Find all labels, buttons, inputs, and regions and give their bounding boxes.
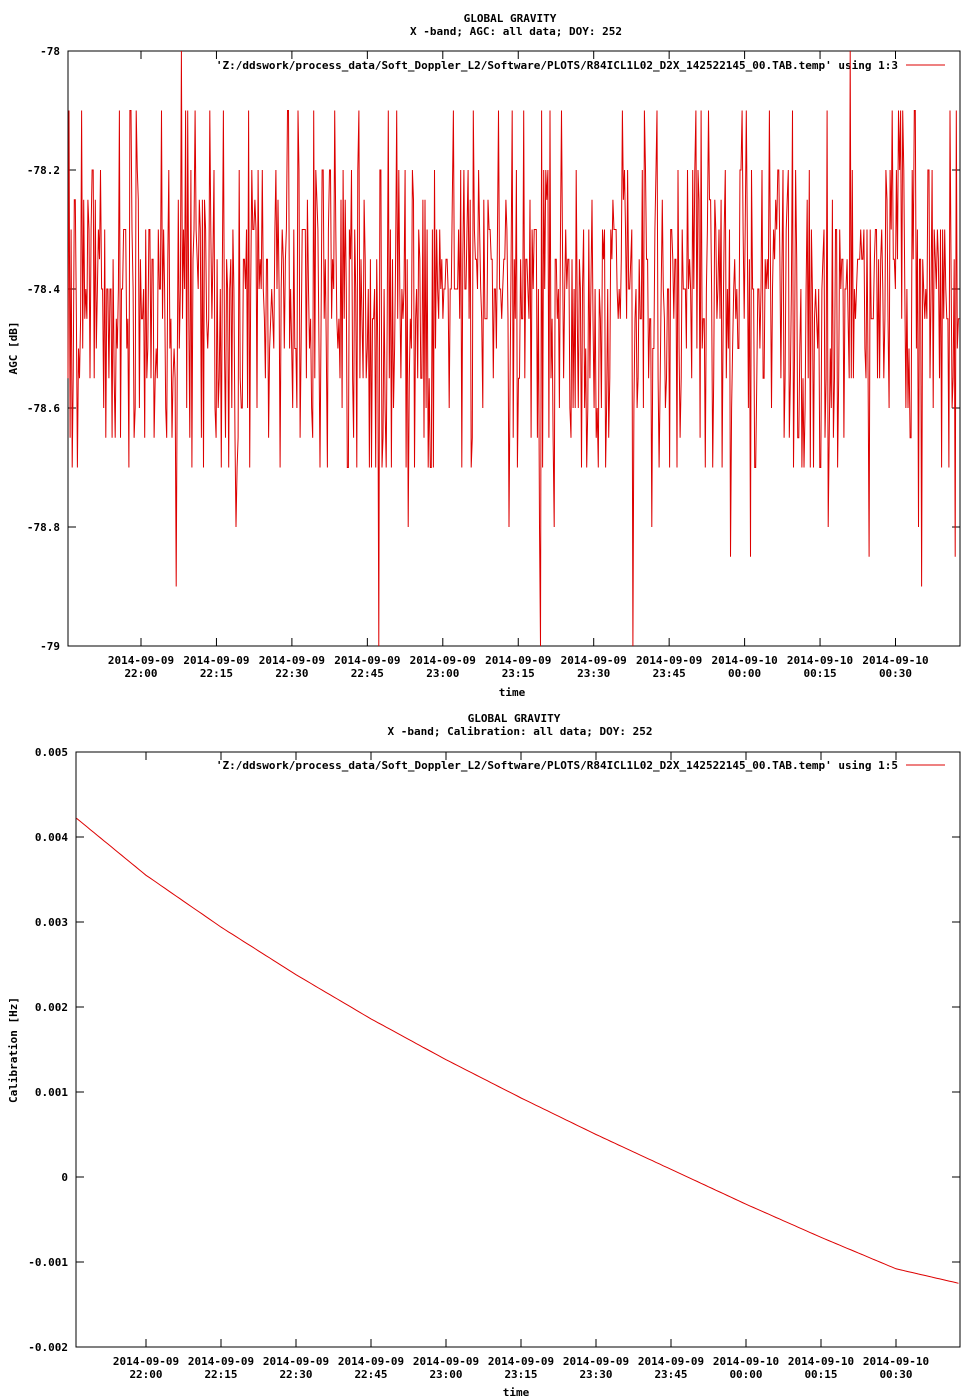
agc-chart-title: GLOBAL GRAVITY [464, 12, 557, 25]
agc-x-tick-time: 23:15 [502, 667, 535, 680]
agc-x-tick-time: 23:00 [426, 667, 459, 680]
agc-y-tick-label: -79 [40, 640, 60, 653]
agc-y-tick-label: -78.6 [27, 402, 60, 415]
calibration-x-tick-time: 23:00 [429, 1368, 462, 1381]
calibration-x-tick-time: 22:00 [129, 1368, 162, 1381]
agc-chart: GLOBAL GRAVITY X -band; AGC: all data; D… [7, 12, 961, 699]
calibration-x-axis-label: time [503, 1386, 530, 1399]
agc-x-tick-date: 2014-09-10 [711, 654, 777, 667]
calibration-chart-title: GLOBAL GRAVITY [468, 712, 561, 725]
agc-x-tick-date: 2014-09-09 [561, 654, 627, 667]
calibration-x-tick-date: 2014-09-09 [338, 1355, 404, 1368]
agc-legend-label: 'Z:/ddswork/process_data/Soft_Doppler_L2… [216, 59, 898, 72]
agc-x-tick-time: 23:45 [653, 667, 686, 680]
calibration-x-tick-date: 2014-09-09 [113, 1355, 179, 1368]
agc-series-line [67, 50, 960, 647]
calibration-x-tick-date: 2014-09-09 [488, 1355, 554, 1368]
agc-y-ticks: -78 -78.2 -78.4 -78.6 -78.8 -79 [27, 45, 960, 653]
agc-x-axis-label: time [499, 686, 526, 699]
calibration-y-tick-label: 0.001 [35, 1086, 68, 1099]
agc-x-tick-time: 00:00 [728, 667, 761, 680]
calibration-y-tick-label: 0.005 [35, 746, 68, 759]
agc-y-axis-label: AGC [dB] [7, 322, 20, 375]
agc-x-tick-time: 00:30 [879, 667, 912, 680]
calibration-x-tick-time: 22:45 [354, 1368, 387, 1381]
calibration-x-ticks: 2014-09-0922:002014-09-0922:152014-09-09… [113, 752, 929, 1381]
agc-y-tick-label: -78.8 [27, 521, 60, 534]
calibration-plot-frame [75, 751, 961, 1348]
calibration-x-tick-time: 22:30 [279, 1368, 312, 1381]
agc-x-tick-time: 22:45 [351, 667, 384, 680]
calibration-y-ticks: 0.005 0.004 0.003 0.002 0.001 0 -0.001 -0.002 [28, 746, 960, 1354]
calibration-x-tick-time: 23:15 [504, 1368, 537, 1381]
agc-y-tick-label: -78.4 [27, 283, 60, 296]
calibration-y-tick-label: -0.001 [28, 1256, 68, 1269]
agc-x-tick-date: 2014-09-09 [636, 654, 702, 667]
calibration-x-tick-date: 2014-09-09 [263, 1355, 329, 1368]
calibration-legend-label: 'Z:/ddswork/process_data/Soft_Doppler_L2… [216, 759, 898, 772]
calibration-x-tick-date: 2014-09-09 [563, 1355, 629, 1368]
agc-x-tick-date: 2014-09-09 [183, 654, 249, 667]
agc-x-ticks: 2014-09-0922:002014-09-0922:152014-09-09… [108, 51, 929, 680]
agc-x-tick-date: 2014-09-10 [787, 654, 853, 667]
calibration-chart-subtitle: X -band; Calibration: all data; DOY: 252 [388, 725, 653, 738]
calibration-x-tick-time: 00:30 [879, 1368, 912, 1381]
calibration-x-tick-date: 2014-09-10 [788, 1355, 854, 1368]
calibration-x-tick-date: 2014-09-09 [413, 1355, 479, 1368]
agc-x-tick-time: 22:30 [275, 667, 308, 680]
calibration-chart: GLOBAL GRAVITY X -band; Calibration: all… [7, 712, 961, 1399]
agc-x-tick-time: 22:00 [124, 667, 157, 680]
calibration-x-tick-time: 23:30 [579, 1368, 612, 1381]
calibration-x-tick-date: 2014-09-09 [188, 1355, 254, 1368]
calibration-x-tick-date: 2014-09-10 [863, 1355, 929, 1368]
calibration-x-tick-date: 2014-09-09 [638, 1355, 704, 1368]
agc-x-tick-date: 2014-09-09 [485, 654, 551, 667]
agc-x-tick-date: 2014-09-09 [259, 654, 325, 667]
agc-y-tick-label: -78.2 [27, 164, 60, 177]
calibration-y-axis-label: Calibration [Hz] [7, 997, 20, 1103]
calibration-y-tick-label: -0.002 [28, 1341, 68, 1354]
calibration-x-tick-time: 23:45 [654, 1368, 687, 1381]
calibration-x-tick-date: 2014-09-10 [713, 1355, 779, 1368]
calibration-x-tick-time: 22:15 [204, 1368, 237, 1381]
agc-y-tick-label: -78 [40, 45, 60, 58]
calibration-y-tick-label: 0 [61, 1171, 68, 1184]
agc-x-tick-date: 2014-09-09 [108, 654, 174, 667]
agc-x-tick-time: 23:30 [577, 667, 610, 680]
agc-x-tick-time: 00:15 [803, 667, 836, 680]
calibration-y-tick-label: 0.003 [35, 916, 68, 929]
calibration-x-tick-time: 00:00 [729, 1368, 762, 1381]
agc-x-tick-date: 2014-09-09 [410, 654, 476, 667]
agc-x-tick-date: 2014-09-09 [334, 654, 400, 667]
agc-chart-subtitle: X -band; AGC: all data; DOY: 252 [410, 25, 622, 38]
calibration-x-tick-time: 00:15 [804, 1368, 837, 1381]
calibration-y-tick-label: 0.004 [35, 831, 68, 844]
calibration-y-tick-label: 0.002 [35, 1001, 68, 1014]
calibration-series-line [76, 817, 959, 1284]
agc-x-tick-date: 2014-09-10 [862, 654, 928, 667]
agc-x-tick-time: 22:15 [200, 667, 233, 680]
